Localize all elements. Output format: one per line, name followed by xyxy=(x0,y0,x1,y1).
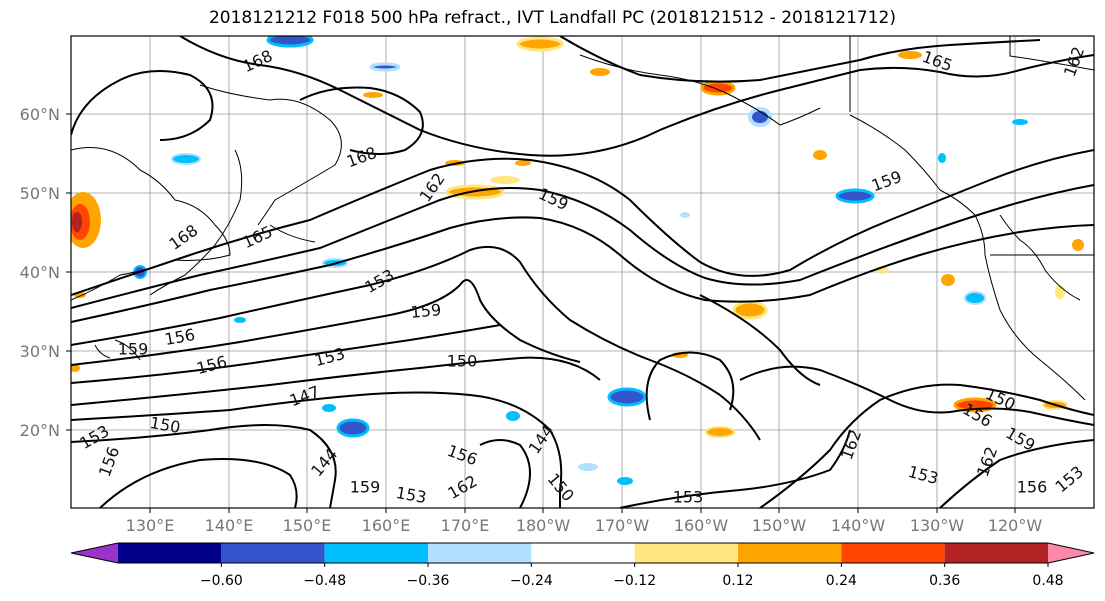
colorbar-bin xyxy=(944,543,1048,563)
contour-label: 156 xyxy=(1017,478,1048,497)
colorbar-tick-label: 0.12 xyxy=(722,573,753,589)
colorbar-tick-label: −0.36 xyxy=(407,573,450,589)
colorbar-tick-label: −0.12 xyxy=(613,573,656,589)
contour-label: 159 xyxy=(410,300,442,322)
colorbar-ticks: −0.60 −0.48 −0.36 −0.24 −0.12 0.12 0.24 0.36 0.4… xyxy=(200,563,1064,589)
lon-label-170w: 170°W xyxy=(595,516,650,535)
colorbar-outline xyxy=(70,542,1095,564)
colorbar-tick-label: −0.60 xyxy=(200,573,243,589)
lon-label-140w: 140°W xyxy=(831,516,886,535)
colorbar-bin xyxy=(428,543,532,563)
lon-label-130w: 130°W xyxy=(910,516,965,535)
contour-label: 150 xyxy=(447,352,478,371)
lon-label-120w: 120°W xyxy=(988,516,1043,535)
colorbar-bin xyxy=(738,543,842,563)
colorbar-bin xyxy=(531,543,635,563)
colorbar-bin xyxy=(841,543,945,563)
lon-label-180w: 180°W xyxy=(516,516,571,535)
lon-label-160e: 160°E xyxy=(362,516,411,535)
contour-label: 159 xyxy=(350,478,381,497)
lat-label-30n: 30°N xyxy=(20,342,60,361)
contour-lines xyxy=(71,36,1094,508)
chart-title: 2018121212 F018 500 hPa refract., IVT La… xyxy=(208,8,896,28)
contour-label: 153 xyxy=(673,488,704,507)
lat-label-20n: 20°N xyxy=(20,421,60,440)
colorbar-bin xyxy=(221,543,325,563)
lon-label-170e: 170°E xyxy=(441,516,490,535)
lon-label-140e: 140°E xyxy=(205,516,254,535)
colorbar-bin xyxy=(118,543,222,563)
colorbar-tick-label: −0.24 xyxy=(510,573,553,589)
lat-label-40n: 40°N xyxy=(20,263,60,282)
lon-label-150w: 150°W xyxy=(752,516,807,535)
lon-label-130e: 130°E xyxy=(126,516,175,535)
lon-label-150e: 150°E xyxy=(283,516,332,535)
colorbar-tick-label: 0.48 xyxy=(1032,573,1063,589)
colorbar-tick-label: 0.24 xyxy=(826,573,857,589)
contour-label: 159 xyxy=(118,340,149,359)
map-content xyxy=(71,36,1094,508)
colorbar-bin xyxy=(1048,543,1094,563)
lat-label-60n: 60°N xyxy=(20,105,60,124)
colorbar-bin xyxy=(324,543,428,563)
colorbar-tick-label: −0.48 xyxy=(303,573,346,589)
lon-label-160w: 160°W xyxy=(674,516,729,535)
axis-ticks xyxy=(66,113,1016,513)
lat-label-50n: 50°N xyxy=(20,184,60,203)
colorbar-tick-label: 0.36 xyxy=(929,573,960,589)
colorbar-bin xyxy=(634,543,738,563)
colorbar xyxy=(70,542,1095,564)
colorbar-bin xyxy=(71,543,118,563)
